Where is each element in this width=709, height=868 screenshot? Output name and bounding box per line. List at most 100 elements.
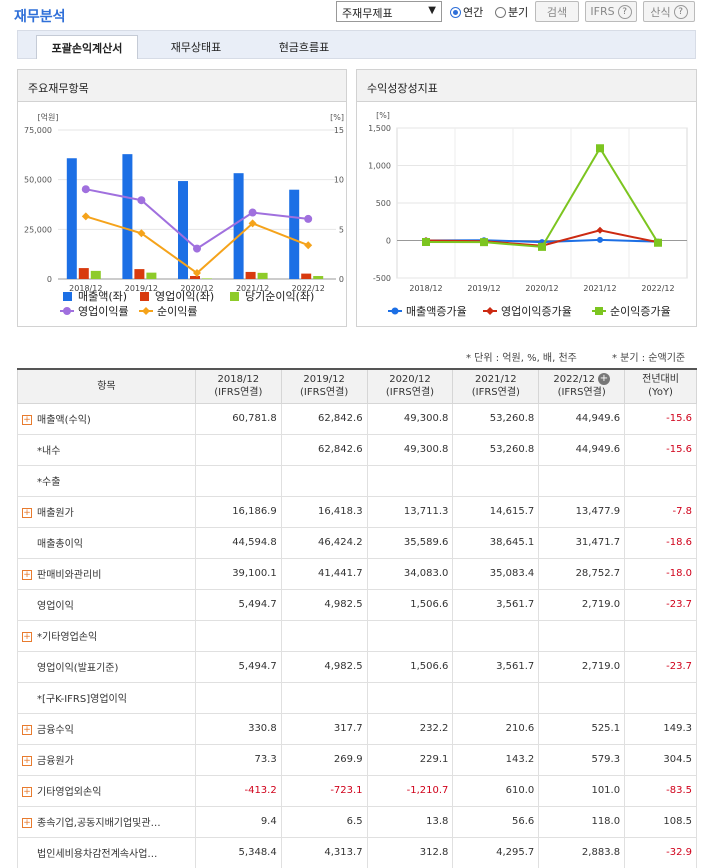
add-column-icon[interactable]: + xyxy=(597,373,610,386)
legend-swatch xyxy=(142,307,150,315)
line-point xyxy=(304,241,313,250)
row-label-cell: 영업이익 xyxy=(17,588,196,621)
expand-plus-icon[interactable]: + xyxy=(22,725,32,735)
financial-items-chart: [억원] [%] 75,000 50,000 25,000 0 15 10 5 0 2018/12 2… xyxy=(24,112,344,318)
x-tick-label: 2019/12 xyxy=(125,284,158,293)
row-label-cell[interactable]: + *기타영업손익 xyxy=(17,619,196,652)
row-label: 금융수익 xyxy=(37,725,74,736)
value-cell: 101.0 xyxy=(538,774,626,807)
table-row: + 기타영업외손익 -413.2 -723.1 -1,210.7 610.0 101.0 -8… xyxy=(17,774,697,807)
value-cell: 579.3 xyxy=(538,743,626,776)
value-cell: 73.3 xyxy=(194,743,282,776)
bar-1 xyxy=(78,268,89,279)
row-label-cell[interactable]: + 기타영업외손익 xyxy=(17,774,196,807)
table-row: + 종속기업,공동지배기업및관… 9.4 6.5 13.8 56.6 118.0 108.5 xyxy=(17,805,697,838)
expand-plus-icon[interactable]: + xyxy=(22,508,32,518)
value-cell: 5,494.7 xyxy=(194,650,282,683)
line-point xyxy=(193,244,201,253)
yoy-cell xyxy=(624,681,697,714)
value-cell: 41,441.7 xyxy=(280,557,368,590)
search-button[interactable]: 검색 xyxy=(535,1,579,22)
bar-0 xyxy=(178,181,188,279)
value-cell xyxy=(538,464,626,497)
value-cell: 143.2 xyxy=(452,743,540,776)
value-cell: 1,506.6 xyxy=(366,650,454,683)
tab-balance-sheet[interactable]: 재무상태표 xyxy=(170,41,222,54)
bar-1 xyxy=(301,273,312,279)
formula-help-button[interactable]: 산식 ? xyxy=(643,1,695,22)
column-header: 2020/12 (IFRS연결) xyxy=(366,368,454,404)
line-point xyxy=(654,238,662,247)
legend-swatch xyxy=(140,292,149,301)
column-header-line1: 항목 xyxy=(97,380,116,392)
expand-plus-icon[interactable]: + xyxy=(22,787,32,797)
bar-2 xyxy=(313,276,324,279)
row-label: 기타영업외손익 xyxy=(37,787,102,798)
legend-label: 매출액증가율 xyxy=(406,305,467,318)
y-right-tick-label: 5 xyxy=(339,225,344,234)
value-cell xyxy=(194,619,282,652)
value-cell: 317.7 xyxy=(280,712,368,745)
tab-cash-flow[interactable]: 현금흐름표 xyxy=(278,41,330,54)
column-header-line1: 2021/12 xyxy=(475,374,517,386)
value-cell xyxy=(280,464,368,497)
row-label-cell[interactable]: + 매출원가 xyxy=(17,495,196,528)
value-cell: 3,561.7 xyxy=(452,588,540,621)
formula-label: 산식 xyxy=(650,5,671,19)
row-label-cell[interactable]: + 금융수익 xyxy=(17,712,196,745)
value-cell xyxy=(452,464,540,497)
bar-1 xyxy=(245,271,256,279)
radio-quarter[interactable]: 분기 xyxy=(495,4,528,20)
row-label-cell: *수출 xyxy=(17,464,196,497)
radio-annual[interactable]: 연간 xyxy=(450,4,483,20)
line-point xyxy=(422,238,430,246)
table-row: 법인세비용차감전계속사업… 5,348.4 4,313.7 312.8 4,295.7 2… xyxy=(17,836,697,868)
yoy-cell: -18.0 xyxy=(624,557,697,590)
value-cell xyxy=(366,681,454,714)
table-row: + 판매비와관리비 39,100.1 41,441.7 34,083.0 35,083.4… xyxy=(17,557,697,590)
x-tick-label: 2022/12 xyxy=(292,284,325,293)
row-label-cell[interactable]: + 종속기업,공동지배기업및관… xyxy=(17,805,196,838)
expand-plus-icon[interactable]: + xyxy=(22,570,32,580)
value-cell: 28,752.7 xyxy=(538,557,626,590)
bar-1 xyxy=(190,276,200,279)
row-label-cell[interactable]: + 금융원가 xyxy=(17,743,196,776)
expand-plus-icon[interactable]: + xyxy=(22,415,32,425)
expand-plus-icon[interactable]: + xyxy=(22,818,32,828)
value-cell: 13,477.9 xyxy=(538,495,626,528)
y-unit: [%] xyxy=(376,111,390,120)
value-cell xyxy=(194,464,282,497)
value-cell: 4,295.7 xyxy=(452,836,540,868)
page-title: 재무분석 xyxy=(14,9,66,25)
value-cell xyxy=(366,619,454,652)
expand-plus-icon[interactable]: + xyxy=(22,756,32,766)
ifrs-help-button[interactable]: IFRS ? xyxy=(585,1,637,22)
table-row: + 매출액(수익) 60,781.8 62,842.6 49,300.8 53,260.8… xyxy=(17,402,697,435)
y-tick-label: 1,500 xyxy=(368,124,391,133)
value-cell: 46,424.2 xyxy=(280,526,368,559)
y-right-tick-label: 10 xyxy=(334,176,344,185)
line-point xyxy=(248,219,257,228)
legend-swatch xyxy=(63,292,72,301)
column-header: 2018/12 (IFRS연결) xyxy=(194,368,282,404)
tab-income-statement[interactable]: 포괄손익계산서 xyxy=(36,35,138,59)
row-label: 금융원가 xyxy=(37,756,74,767)
row-label-cell[interactable]: + 판매비와관리비 xyxy=(17,557,196,590)
unit-note: * 단위 : 억원, %, 배, 천주 xyxy=(466,353,577,364)
legend-swatch xyxy=(486,307,494,315)
income-statement-table: 항목 2018/12 (IFRS연결) 2019/12 (IFRS연결) 2020/12(… xyxy=(17,368,697,868)
statement-type-select[interactable]: 주재무제표 ▼ xyxy=(336,1,442,22)
value-cell: 44,594.8 xyxy=(194,526,282,559)
value-cell: -723.1 xyxy=(280,774,368,807)
y-tick-label: 500 xyxy=(376,199,391,208)
y-right-tick-label: 15 xyxy=(334,126,344,135)
column-header-line1: 전년대비 xyxy=(642,374,679,386)
y-left-tick-label: 75,000 xyxy=(24,126,52,135)
table-header-row: 항목 2018/12 (IFRS연결) 2019/12 (IFRS연결) 2020/12(… xyxy=(17,368,697,404)
expand-plus-icon[interactable]: + xyxy=(22,632,32,642)
value-cell: 60,781.8 xyxy=(194,402,282,435)
row-label-cell[interactable]: + 매출액(수익) xyxy=(17,402,196,435)
table-body: + 매출액(수익) 60,781.8 62,842.6 49,300.8 53,260.8… xyxy=(17,402,697,868)
legend-label: 영업이익률 xyxy=(78,305,129,318)
question-icon: ? xyxy=(673,4,688,19)
